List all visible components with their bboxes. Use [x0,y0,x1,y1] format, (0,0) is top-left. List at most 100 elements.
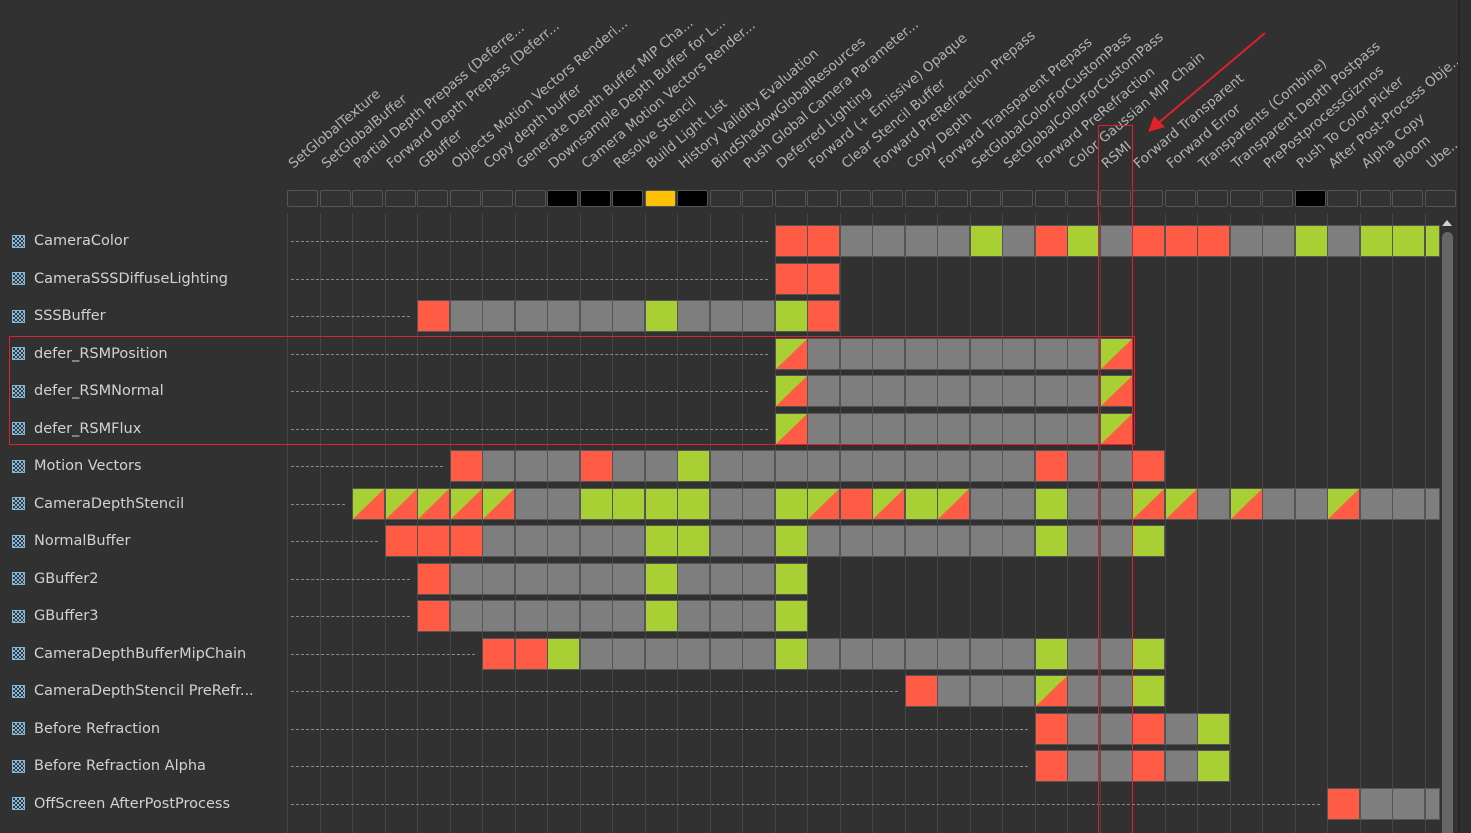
pass-status-empty[interactable] [482,190,513,207]
cell-write[interactable] [515,637,548,670]
resource-label[interactable]: CameraColor [12,229,129,253]
cell-used[interactable] [840,450,873,482]
cell-used[interactable] [937,225,970,257]
pass-status-empty[interactable] [319,190,351,207]
cell-used[interactable] [1067,337,1100,370]
cell-used[interactable] [905,225,938,257]
vertical-scrollbar[interactable] [1440,218,1455,833]
cell-read-write[interactable] [775,337,808,370]
pass-status-empty[interactable] [904,190,936,207]
resource-label[interactable]: CameraDepthStencil PreRefr... [12,679,254,703]
cell-used[interactable] [742,300,775,332]
cell-read[interactable] [547,637,580,670]
cell-write[interactable] [807,300,840,332]
cell-read[interactable] [775,525,808,557]
pass-status-empty[interactable] [1262,190,1293,207]
cell-read-write[interactable] [1100,337,1133,370]
cell-used[interactable] [905,525,938,557]
cell-read[interactable] [1132,675,1165,707]
pass-status-culled[interactable] [1294,190,1326,207]
cell-used[interactable] [612,637,645,670]
cell-read[interactable] [645,562,678,595]
pass-status-empty[interactable] [1099,190,1131,207]
cell-used[interactable] [1262,225,1295,257]
cell-used[interactable] [482,450,515,482]
resource-label[interactable]: Before Refraction [12,717,160,741]
pass-status-empty[interactable] [839,190,871,207]
cell-used[interactable] [1002,637,1035,670]
cell-used[interactable] [905,450,938,482]
cell-used[interactable] [937,375,970,407]
cell-read[interactable] [1132,525,1165,557]
cell-used[interactable] [547,487,580,520]
cell-used[interactable] [905,337,938,370]
cell-used[interactable] [775,450,808,482]
cell-used[interactable] [742,450,775,482]
cell-write[interactable] [1165,225,1198,257]
cell-used[interactable] [482,525,515,557]
cell-used[interactable] [1067,412,1100,445]
cell-read-write[interactable] [1035,675,1068,707]
cell-used[interactable] [515,600,548,632]
cell-used[interactable] [515,487,548,520]
cell-used[interactable] [807,375,840,407]
cell-used[interactable] [872,225,905,257]
cell-write[interactable] [385,525,418,557]
cell-used[interactable] [612,600,645,632]
resource-label[interactable]: CameraDepthBufferMipChain [12,642,246,666]
cell-used[interactable] [1100,450,1133,482]
cell-used[interactable] [1067,675,1100,707]
cell-read[interactable] [1197,712,1230,745]
cell-used[interactable] [807,412,840,445]
resource-label[interactable]: Before Refraction Alpha [12,754,206,778]
cell-used[interactable] [580,600,613,632]
cell-used[interactable] [645,637,678,670]
pass-status-empty[interactable] [1067,190,1098,207]
cell-read[interactable] [1295,225,1328,257]
cell-used[interactable] [547,450,580,482]
cell-used[interactable] [515,525,548,557]
cell-write[interactable] [417,300,450,332]
pass-status-empty[interactable] [352,190,383,207]
pass-status-empty[interactable] [774,190,806,207]
cell-used[interactable] [450,562,483,595]
cell-used[interactable] [482,600,515,632]
cell-read[interactable] [1035,487,1068,520]
cell-used[interactable] [1100,637,1133,670]
cell-write[interactable] [1132,750,1165,782]
cell-used[interactable] [482,300,515,332]
cell-used[interactable] [840,337,873,370]
cell-used[interactable] [970,525,1003,557]
resource-label[interactable]: GBuffer2 [12,567,98,591]
cell-used[interactable] [710,637,743,670]
resource-label[interactable]: SSSBuffer [12,304,106,328]
cell-read[interactable] [1197,750,1230,782]
pass-status-empty[interactable] [1359,190,1391,207]
cell-read-write[interactable] [450,487,483,520]
cell-used[interactable] [1067,712,1100,745]
cell-read[interactable] [1425,225,1440,257]
cell-read[interactable] [677,487,710,520]
cell-used[interactable] [710,487,743,520]
resource-label[interactable]: GBuffer3 [12,604,98,628]
pass-status-empty[interactable] [969,190,1001,207]
cell-write[interactable] [905,675,938,707]
cell-used[interactable] [1100,712,1133,745]
cell-used[interactable] [872,450,905,482]
cell-read[interactable] [970,225,1003,257]
pass-status-empty[interactable] [1164,190,1196,207]
cell-used[interactable] [1165,750,1198,782]
pass-status-empty[interactable] [1034,190,1066,207]
cell-used[interactable] [580,637,613,670]
cell-used[interactable] [937,337,970,370]
cell-used[interactable] [742,637,775,670]
resource-label[interactable]: CameraSSSDiffuseLighting [12,267,228,291]
cell-read[interactable] [775,562,808,595]
cell-used[interactable] [1392,787,1425,820]
cell-used[interactable] [1100,225,1133,257]
cell-used[interactable] [742,487,775,520]
cell-used[interactable] [612,525,645,557]
cell-read[interactable] [612,487,645,520]
cell-used[interactable] [710,600,743,632]
cell-write[interactable] [1035,225,1068,257]
